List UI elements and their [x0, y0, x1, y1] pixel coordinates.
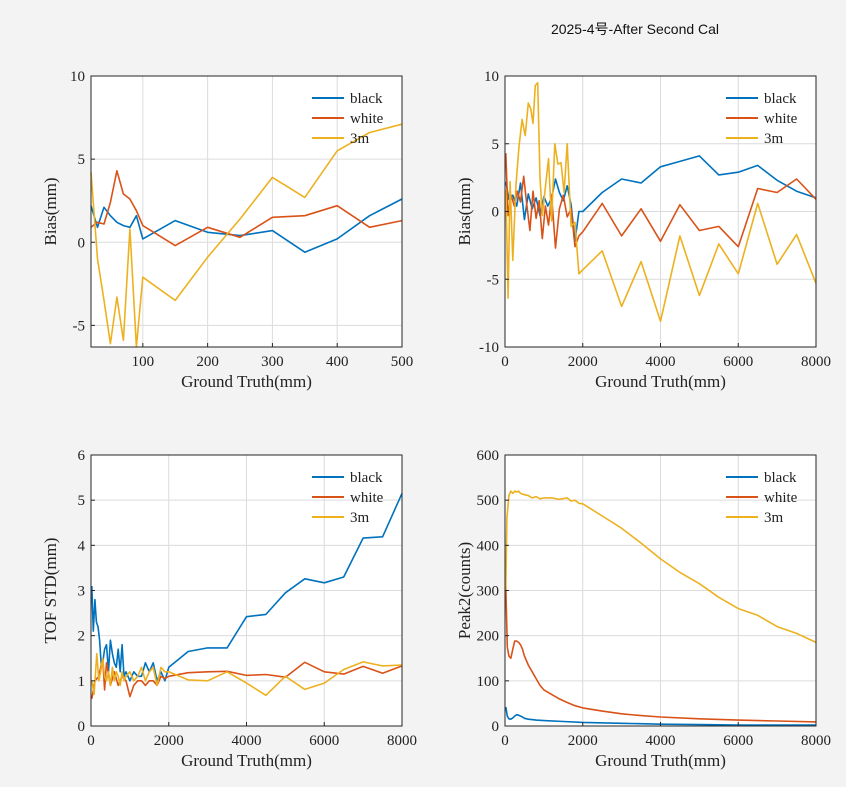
legend-label-black: black: [764, 470, 797, 486]
x-tick-label: 8000: [801, 354, 831, 370]
legend-label-white: white: [350, 111, 384, 127]
legend-label-3m: 3m: [350, 131, 370, 147]
figure-title: 2025-4号-After Second Cal: [551, 21, 719, 37]
y-axis-label: TOF STD(mm): [41, 538, 60, 644]
series-line-black: [505, 706, 816, 726]
x-tick-label: 400: [326, 354, 349, 370]
x-tick-label: 0: [501, 733, 509, 749]
y-axis-label: Peak2(counts): [455, 542, 474, 639]
y-tick-label: 200: [477, 629, 500, 645]
y-tick-label: 2: [78, 629, 86, 645]
y-tick-label: 0: [492, 719, 500, 735]
y-tick-label: 500: [477, 493, 500, 509]
y-tick-label: 5: [78, 493, 86, 509]
y-tick-label: 600: [477, 448, 500, 464]
series-line-white: [505, 585, 817, 723]
y-tick-label: 4: [78, 538, 86, 554]
x-tick-label: 0: [87, 733, 95, 749]
legend-label-black: black: [350, 91, 383, 107]
legend-label-white: white: [764, 111, 798, 127]
x-tick-label: 2000: [568, 733, 598, 749]
x-tick-label: 8000: [801, 733, 831, 749]
x-tick-label: 4000: [646, 733, 676, 749]
x-tick-label: 500: [391, 354, 414, 370]
legend: black white 3m: [726, 91, 798, 147]
y-tick-label: 1: [78, 674, 86, 690]
x-tick-label: 2000: [568, 354, 598, 370]
y-tick-label: 3: [78, 584, 86, 600]
legend: black white 3m: [726, 470, 798, 526]
series-line-black: [505, 155, 817, 243]
y-tick-label: 10: [484, 69, 499, 85]
plot-frame: [90, 75, 403, 348]
y-tick-label: 0: [78, 235, 86, 251]
legend-label-3m: 3m: [764, 510, 784, 526]
y-tick-label: 5: [492, 137, 500, 153]
legend: black white 3m: [312, 91, 384, 147]
series-line-white: [90, 170, 403, 247]
x-tick-label: 6000: [309, 733, 339, 749]
legend-label-3m: 3m: [764, 131, 784, 147]
x-axis-label: Ground Truth(mm): [595, 372, 726, 391]
chart-panel-3: 0 2000 4000 6000 8000 0 1 2 3 4 5 6 Ground Truth(mm)…: [41, 448, 417, 770]
series-line-black: [90, 198, 403, 253]
series-line-3m: [505, 82, 817, 323]
x-tick-label: 8000: [387, 733, 417, 749]
y-tick-label: -5: [73, 318, 86, 334]
legend-label-3m: 3m: [350, 510, 370, 526]
x-tick-label: 4000: [646, 354, 676, 370]
series-line-white: [505, 153, 817, 249]
chart-panel-1: 100 200 300 400 500 -5 0 5 10 Ground Truth(mm) Bia…: [41, 69, 413, 391]
series-line-3m: [505, 490, 817, 644]
chart-panel-2: 0 2000 4000 6000 8000 -10 -5 0 5 10 Ground Truth(m…: [455, 69, 831, 391]
x-tick-label: 6000: [723, 733, 753, 749]
x-tick-label: 2000: [154, 733, 184, 749]
x-tick-label: 100: [132, 354, 155, 370]
series-line-3m: [91, 652, 403, 697]
x-tick-label: 200: [196, 354, 219, 370]
x-axis-label: Ground Truth(mm): [181, 372, 312, 391]
legend-label-white: white: [350, 490, 384, 506]
chart-panel-4: 0 2000 4000 6000 8000 0 100 200 300 400 500 600 Grou…: [455, 448, 831, 770]
y-tick-label: 10: [70, 69, 85, 85]
x-tick-label: 0: [501, 354, 509, 370]
series-line-3m: [90, 123, 403, 348]
y-tick-label: 5: [78, 152, 86, 168]
legend: black white 3m: [312, 470, 384, 526]
y-tick-label: 400: [477, 538, 500, 554]
y-tick-label: 0: [78, 719, 86, 735]
x-axis-label: Ground Truth(mm): [595, 751, 726, 770]
x-tick-label: 6000: [723, 354, 753, 370]
y-tick-label: -5: [487, 272, 500, 288]
x-tick-label: 300: [261, 354, 284, 370]
y-axis-label: Bias(mm): [41, 178, 60, 246]
y-tick-label: 0: [492, 205, 500, 221]
x-tick-label: 4000: [232, 733, 262, 749]
legend-label-black: black: [764, 91, 797, 107]
y-tick-label: -10: [479, 340, 499, 356]
y-tick-label: 100: [477, 674, 500, 690]
y-tick-label: 6: [78, 448, 86, 464]
legend-label-black: black: [350, 470, 383, 486]
y-tick-label: 300: [477, 584, 500, 600]
y-axis-label: Bias(mm): [455, 178, 474, 246]
legend-label-white: white: [764, 490, 798, 506]
x-axis-label: Ground Truth(mm): [181, 751, 312, 770]
